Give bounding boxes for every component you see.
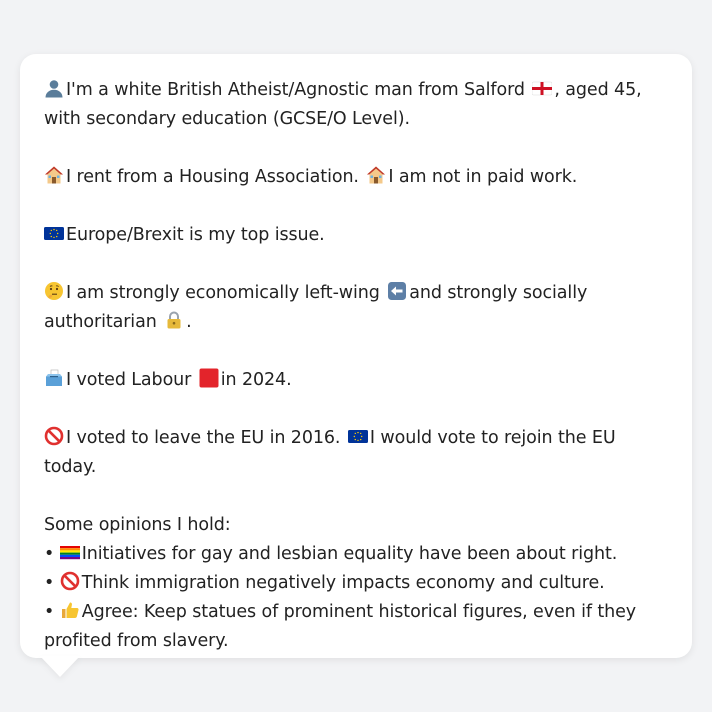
bullet: • [44, 573, 55, 593]
list-item: • Think immigration negatively impacts e… [44, 571, 605, 593]
profile-identity: I'm a white British Atheist/Agnostic man… [44, 78, 642, 129]
prohibited-icon [60, 571, 80, 591]
eu-flag-icon [347, 426, 368, 446]
list-item: • Initiatives for gay and lesbian equali… [44, 542, 618, 564]
left-arrow-icon [387, 281, 407, 301]
bullet: • [44, 544, 55, 564]
thumbs-up-icon [60, 600, 80, 620]
bubble-tail [40, 656, 80, 677]
profile-housing: I rent from a Housing Association. I am … [44, 163, 668, 192]
list-item: • Agree: Keep statues of prominent histo… [44, 600, 637, 651]
opinions-heading: Some opinions I hold: [44, 515, 231, 535]
profile-vote-2024: I voted Labour in 2024. [44, 366, 668, 395]
eu-flag-icon [44, 223, 64, 243]
red-square-icon [199, 368, 219, 388]
message-text: I'm a white British Atheist/Agnostic man… [44, 76, 668, 656]
england-flag-icon [532, 78, 553, 98]
profile-top-issue: Europe/Brexit is my top issue. [44, 221, 668, 250]
thinking-face-icon [44, 281, 64, 301]
house-icon [44, 165, 64, 185]
profile-political-compass: I am strongly economically left-wing and… [44, 281, 588, 332]
lock-icon [164, 310, 184, 330]
message-bubble: I'm a white British Atheist/Agnostic man… [20, 54, 692, 658]
profile-brexit-vote: I voted to leave the EU in 2016. I would… [44, 426, 616, 477]
rainbow-flag-icon [59, 542, 80, 562]
opinions-section: Some opinions I hold: • Initiatives for … [44, 511, 668, 656]
ballot-box-icon [44, 368, 64, 388]
house-icon [366, 165, 386, 185]
bullet: • [44, 602, 55, 622]
person-silhouette-icon [44, 78, 64, 98]
prohibited-icon [44, 426, 64, 446]
